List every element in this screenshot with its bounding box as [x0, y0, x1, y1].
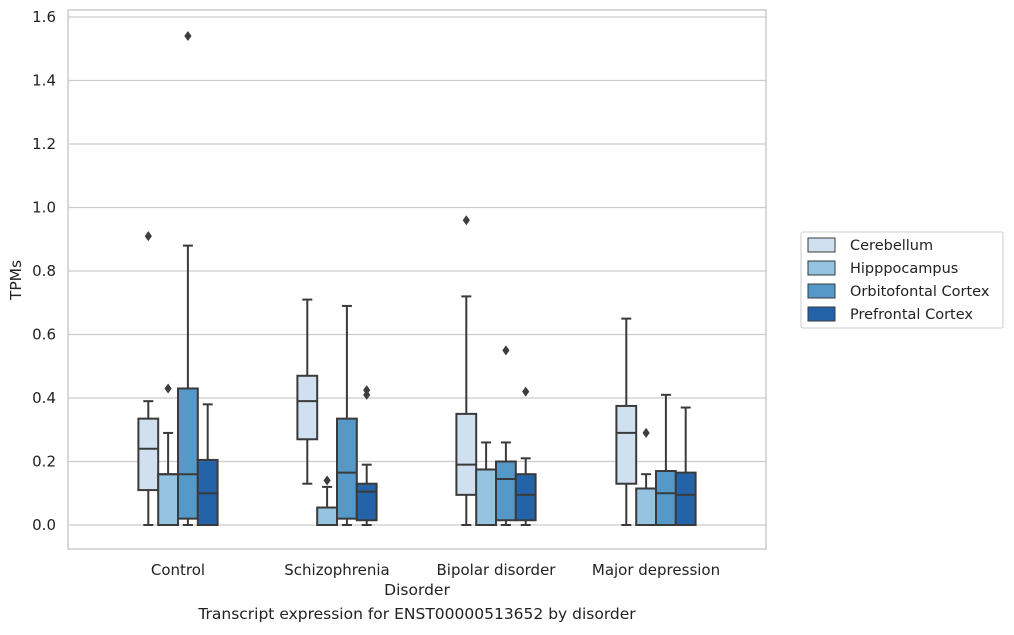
- box-body: [355, 482, 378, 522]
- box-hipppocampus-3: [635, 427, 658, 526]
- box-orbitofontal-cortex-1: [336, 304, 358, 526]
- box-hipppocampus-2: [475, 441, 498, 526]
- box-body: [177, 387, 199, 520]
- box-body: [655, 470, 677, 526]
- y-tick-label: 1.0: [32, 199, 56, 217]
- box-cerebellum-2: [455, 215, 478, 526]
- y-tick-label: 1.2: [32, 135, 56, 153]
- box-body: [514, 473, 537, 522]
- y-axis-label: TPMs: [7, 260, 25, 301]
- outlier-point: [462, 215, 470, 226]
- outlier-point: [323, 475, 331, 486]
- box-body: [455, 412, 478, 496]
- box-prefrontal-cortex-2: [514, 386, 537, 526]
- legend-label: Prefrontal Cortex: [850, 307, 973, 323]
- grid-lines: [68, 16, 766, 526]
- x-tick-label: Schizophrenia: [284, 561, 389, 579]
- boxes: [137, 31, 697, 527]
- box-body: [495, 460, 517, 522]
- legend-label: Orbitofontal Cortex: [850, 284, 990, 300]
- box-body: [157, 473, 179, 527]
- outlier-point: [522, 386, 530, 397]
- box-cerebellum-0: [137, 231, 160, 526]
- box-hipppocampus-0: [157, 383, 179, 527]
- box-hipppocampus-1: [316, 475, 339, 527]
- y-tick-label: 1.4: [32, 72, 56, 90]
- box-body: [475, 468, 498, 526]
- y-tick-label: 0.4: [32, 389, 56, 407]
- x-tick-label: Control: [151, 561, 205, 579]
- outlier-point: [164, 383, 172, 394]
- outlier-point: [144, 231, 152, 242]
- y-tick-label: 0.6: [32, 326, 56, 344]
- box-body: [674, 471, 697, 526]
- box-cerebellum-1: [296, 298, 319, 485]
- y-tick-label: 0.2: [32, 453, 56, 471]
- legend-label: Cerebellum: [850, 238, 933, 254]
- box-prefrontal-cortex-1: [355, 385, 378, 526]
- box-orbitofontal-cortex-0: [177, 31, 199, 526]
- box-prefrontal-cortex-0: [196, 403, 219, 527]
- box-body: [635, 487, 658, 526]
- box-orbitofontal-cortex-3: [655, 393, 677, 526]
- legend-label: Hipppocampus: [850, 261, 958, 277]
- y-tick-label: 0.8: [32, 262, 56, 280]
- figure-caption: Transcript expression for ENST0000051365…: [198, 605, 636, 623]
- box-body: [615, 404, 638, 485]
- x-axis-label: Disorder: [384, 581, 450, 599]
- x-tick-label: Major depression: [592, 561, 720, 579]
- box-body: [316, 506, 339, 527]
- y-tick-label: 1.6: [32, 8, 56, 26]
- box-prefrontal-cortex-3: [674, 406, 697, 526]
- x-tick-label: Bipolar disorder: [437, 561, 557, 579]
- outlier-point: [502, 345, 510, 356]
- box-orbitofontal-cortex-2: [495, 345, 517, 526]
- legend-swatch: [807, 306, 836, 322]
- legend-swatch: [807, 237, 836, 253]
- box-cerebellum-3: [615, 317, 638, 526]
- box-body: [296, 374, 319, 441]
- box-body: [137, 417, 160, 492]
- y-tick-label: 0.0: [32, 516, 56, 534]
- legend-swatch: [807, 260, 836, 276]
- legend-frame: [800, 231, 1004, 329]
- y-tick-labels: 0.0 0.2 0.4 0.6 0.8 1.0 1.2 1.4 1.6: [32, 8, 56, 534]
- legend-swatch: [807, 283, 836, 299]
- outlier-point: [184, 31, 192, 42]
- x-tick-labels: Control Schizophrenia Bipolar disorder Majo…: [151, 561, 720, 579]
- box-body: [336, 417, 358, 520]
- outlier-point: [642, 427, 650, 438]
- legend: Cerebellum Hipppocampus Orbitofontal Corte…: [800, 231, 1004, 329]
- plot-frame: [67, 9, 767, 550]
- outlier-point: [363, 385, 371, 396]
